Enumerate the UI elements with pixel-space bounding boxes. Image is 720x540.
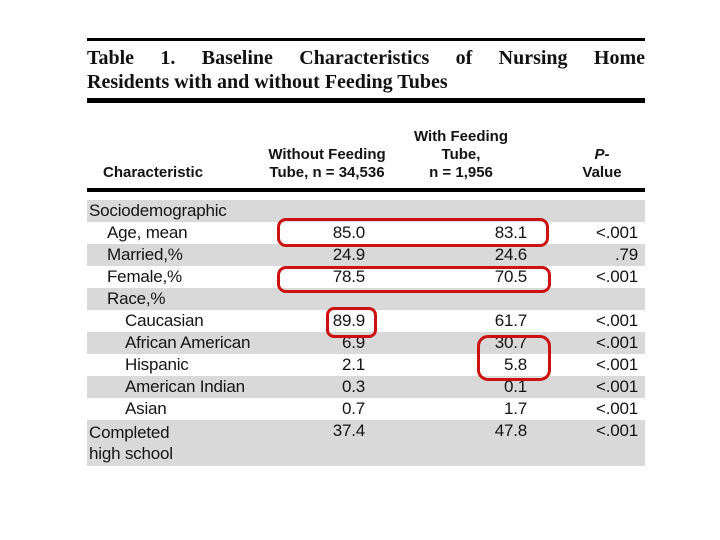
- row-label: Caucasian: [125, 311, 204, 330]
- row-label: Female,%: [107, 267, 182, 286]
- with-value: 47.8: [494, 421, 527, 440]
- row-label: Race,%: [107, 289, 166, 308]
- row-label: Asian: [125, 399, 167, 418]
- without-value: 0.3: [341, 377, 365, 396]
- without-value: 2.1: [341, 355, 365, 374]
- table-row: Race,%: [87, 288, 645, 310]
- without-value: 24.9: [332, 245, 365, 264]
- table-rows: Sociodemographic Age, mean 85.0 83.1 <.0…: [87, 200, 645, 466]
- p-value: <.001: [595, 355, 638, 374]
- p-value: <.001: [595, 267, 638, 286]
- with-value: [365, 288, 527, 310]
- header-bottom-rule: [87, 188, 645, 192]
- without-value: 85.0: [332, 223, 365, 242]
- p-value: <.001: [595, 377, 638, 396]
- with-value: 1.7: [503, 399, 527, 418]
- with-value: 61.7: [494, 311, 527, 330]
- row-label: Hispanic: [125, 355, 189, 374]
- table-row: Sociodemographic: [87, 200, 645, 222]
- column-header-with-feeding-tube: With Feeding Tube, n = 1,956: [413, 128, 509, 181]
- row-label: Sociodemographic: [89, 201, 227, 220]
- table-row: Female,% 78.5 70.5 <.001: [87, 266, 645, 288]
- table-row: Married,% 24.9 24.6 .79: [87, 244, 645, 266]
- row-label: Married,%: [107, 245, 183, 264]
- without-value: 6.9: [341, 333, 365, 352]
- with-value: 30.7: [494, 333, 527, 352]
- with-value: 24.6: [494, 245, 527, 264]
- p-value: .79: [614, 245, 638, 264]
- table-row: Age, mean 85.0 83.1 <.001: [87, 222, 645, 244]
- row-label: Completed high school: [89, 423, 173, 463]
- baseline-characteristics-table: Table 1. Baseline Characteristics of Nur…: [87, 38, 645, 466]
- table-header: Characteristic Without Feeding Tube, n =…: [87, 103, 645, 188]
- with-value: 5.8: [503, 355, 527, 374]
- p-value: [527, 288, 638, 310]
- with-value: 0.1: [503, 377, 527, 396]
- p-value: <.001: [595, 333, 638, 352]
- table-title-line2: Residents with and without Feeding Tubes: [87, 71, 448, 93]
- table-row: Asian 0.7 1.7 <.001: [87, 398, 645, 420]
- table-row: American Indian 0.3 0.1 <.001: [87, 376, 645, 398]
- with-value: [365, 200, 527, 222]
- with-value: 70.5: [494, 267, 527, 286]
- column-header-characteristic: Characteristic: [103, 164, 204, 181]
- table-title: Table 1. Baseline Characteristics of Nur…: [87, 46, 645, 94]
- column-header-p-value: P- Value: [552, 146, 652, 182]
- top-rule: [87, 38, 645, 41]
- table-row: Completed high school 37.4 47.8 <.001: [87, 420, 645, 466]
- p-value: <.001: [595, 311, 638, 330]
- table-row: Caucasian 89.9 61.7 <.001: [87, 310, 645, 332]
- without-value: [277, 288, 365, 310]
- p-value: [527, 200, 638, 222]
- p-value: <.001: [595, 223, 638, 242]
- p-value: <.001: [595, 399, 638, 418]
- table-row: Hispanic 2.1 5.8 <.001: [87, 354, 645, 376]
- with-value: 83.1: [494, 223, 527, 242]
- row-label: American Indian: [125, 377, 245, 396]
- p-value-rest-part: Value: [582, 164, 622, 181]
- row-label: African American: [125, 333, 251, 352]
- table-title-line1: Table 1. Baseline Characteristics of Nur…: [87, 47, 645, 69]
- column-header-without-feeding-tube: Without Feeding Tube, n = 34,536: [268, 146, 386, 181]
- table-row: African American 6.9 30.7 <.001: [87, 332, 645, 354]
- p-value: <.001: [595, 421, 638, 440]
- without-value: 0.7: [341, 399, 365, 418]
- without-value: 89.9: [332, 311, 365, 330]
- row-label: Age, mean: [107, 223, 188, 242]
- without-value: [277, 200, 365, 222]
- p-value-italic-part: P-: [594, 146, 610, 163]
- without-value: 78.5: [332, 267, 365, 286]
- title-bottom-rule: [87, 98, 645, 103]
- without-value: 37.4: [332, 421, 365, 440]
